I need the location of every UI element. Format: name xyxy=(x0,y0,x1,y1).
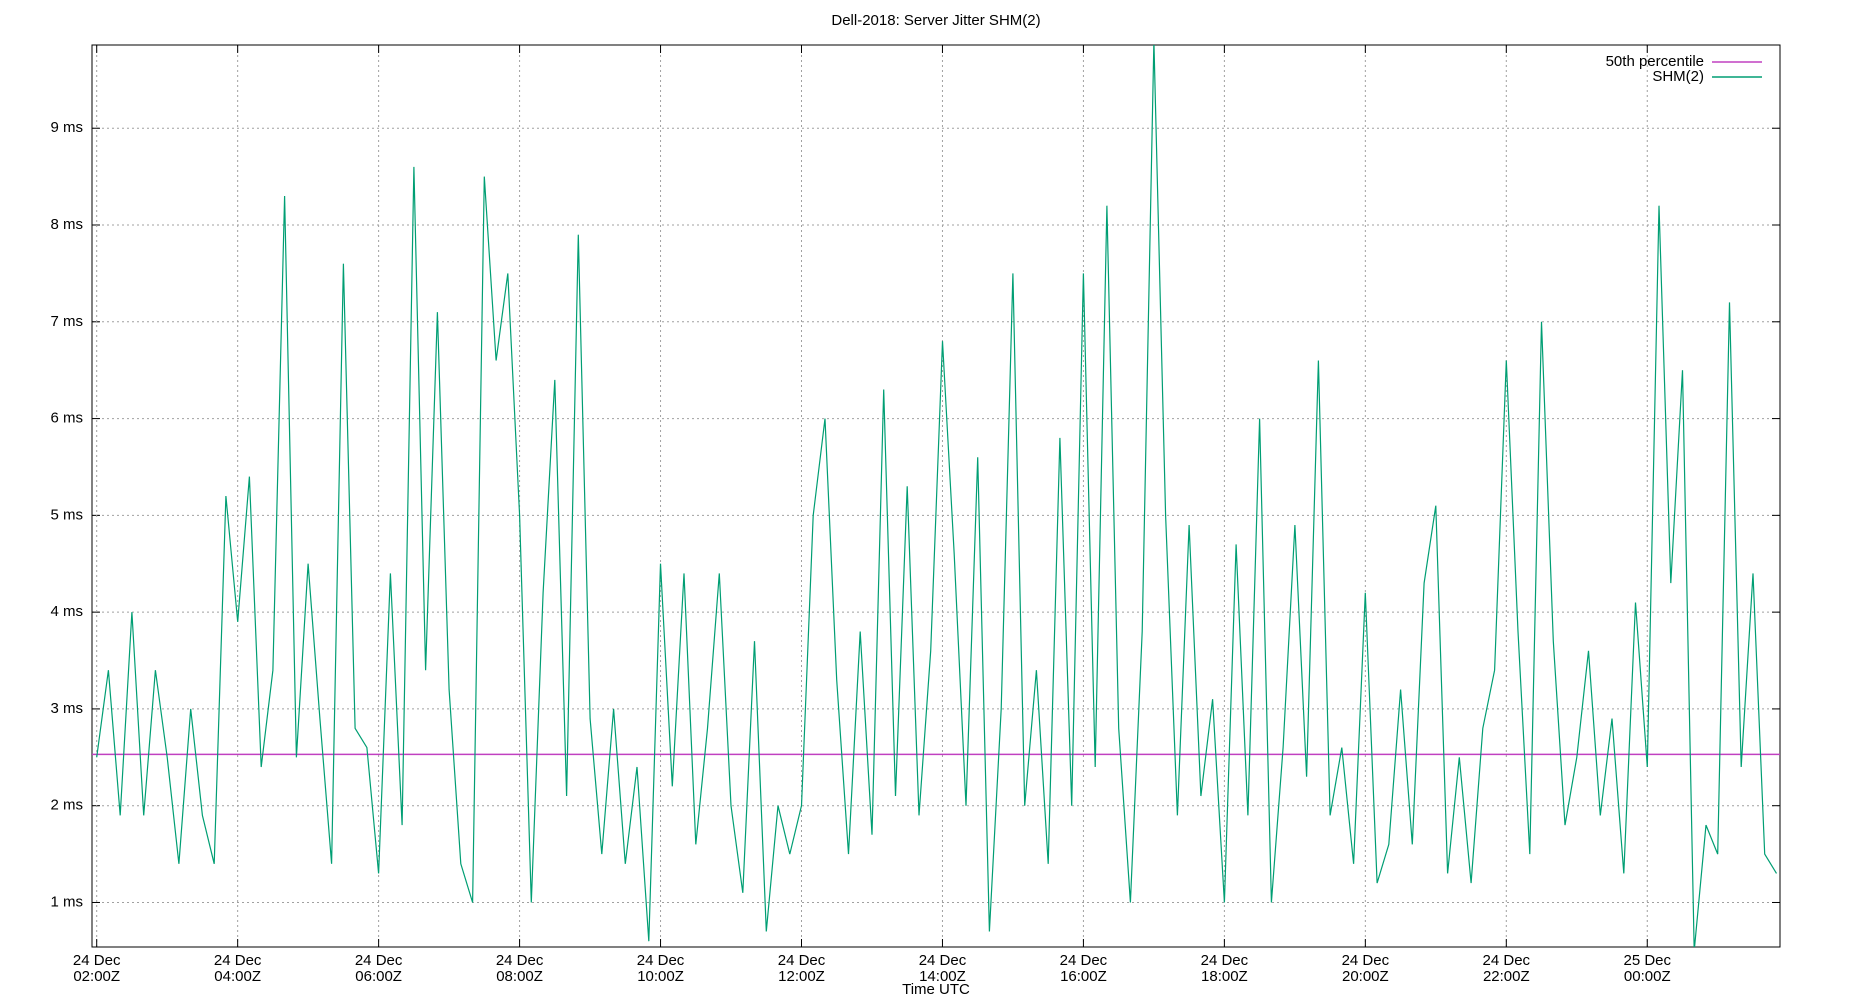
plot-frame xyxy=(91,44,1781,948)
x-tick-line: 24 Dec xyxy=(637,952,685,969)
x-tick-line: 22:00Z xyxy=(1483,968,1530,985)
x-tick-line: 24 Dec xyxy=(73,952,121,969)
y-tick-label: 1 ms xyxy=(50,893,83,910)
x-tick-label: 24 Dec 14:00Z xyxy=(919,952,967,985)
legend-label: 50th percentile xyxy=(1606,53,1704,70)
y-tick-label: 2 ms xyxy=(50,797,83,814)
y-tick-label: 9 ms xyxy=(50,119,83,136)
x-tick-line: 18:00Z xyxy=(1201,968,1248,985)
x-tick-line: 02:00Z xyxy=(73,968,120,985)
x-tick-label: 24 Dec 20:00Z xyxy=(1342,952,1390,985)
x-tick-label: 24 Dec 16:00Z xyxy=(1060,952,1108,985)
y-tick-label: 8 ms xyxy=(50,216,83,233)
x-tick-label: 24 Dec 18:00Z xyxy=(1201,952,1249,985)
x-tick-line: 14:00Z xyxy=(919,968,966,985)
y-tick-label: 4 ms xyxy=(50,603,83,620)
data-line xyxy=(96,45,1778,947)
x-tick-line: 25 Dec xyxy=(1623,952,1671,969)
x-tick-label: 24 Dec 22:00Z xyxy=(1483,952,1531,985)
x-tick-line: 12:00Z xyxy=(778,968,825,985)
x-tick-line: 24 Dec xyxy=(1060,952,1108,969)
x-tick-label: 25 Dec 00:00Z xyxy=(1623,952,1671,985)
x-tick-line: 24 Dec xyxy=(1483,952,1531,969)
x-tick-line: 20:00Z xyxy=(1342,968,1389,985)
x-tick-line: 24 Dec xyxy=(1342,952,1390,969)
y-tick-label: 3 ms xyxy=(50,700,83,717)
chart-title: Dell-2018: Server Jitter SHM(2) xyxy=(831,12,1040,29)
x-tick-line: 10:00Z xyxy=(637,968,684,985)
x-tick-line: 08:00Z xyxy=(496,968,543,985)
y-tick-label: 7 ms xyxy=(50,313,83,330)
x-tick-line: 24 Dec xyxy=(919,952,967,969)
x-tick-line: 16:00Z xyxy=(1060,968,1107,985)
x-tick-label: 24 Dec 02:00Z xyxy=(73,952,121,985)
y-tick-label: 5 ms xyxy=(50,506,83,523)
legend-label: SHM(2) xyxy=(1652,68,1704,85)
x-tick-label: 24 Dec 06:00Z xyxy=(355,952,403,985)
x-tick-label: 24 Dec 04:00Z xyxy=(214,952,262,985)
x-tick-line: 24 Dec xyxy=(355,952,403,969)
x-axis-label: Time UTC xyxy=(902,981,970,998)
x-tick-line: 04:00Z xyxy=(214,968,261,985)
x-tick-label: 24 Dec 08:00Z xyxy=(496,952,544,985)
x-tick-line: 24 Dec xyxy=(778,952,826,969)
x-tick-line: 06:00Z xyxy=(355,968,402,985)
x-tick-line: 24 Dec xyxy=(214,952,262,969)
x-tick-line: 00:00Z xyxy=(1624,968,1671,985)
x-tick-line: 24 Dec xyxy=(1201,952,1249,969)
x-tick-label: 24 Dec 10:00Z xyxy=(637,952,685,985)
x-tick-label: 24 Dec 12:00Z xyxy=(778,952,826,985)
x-tick-line: 24 Dec xyxy=(496,952,544,969)
y-tick-label: 6 ms xyxy=(50,410,83,427)
